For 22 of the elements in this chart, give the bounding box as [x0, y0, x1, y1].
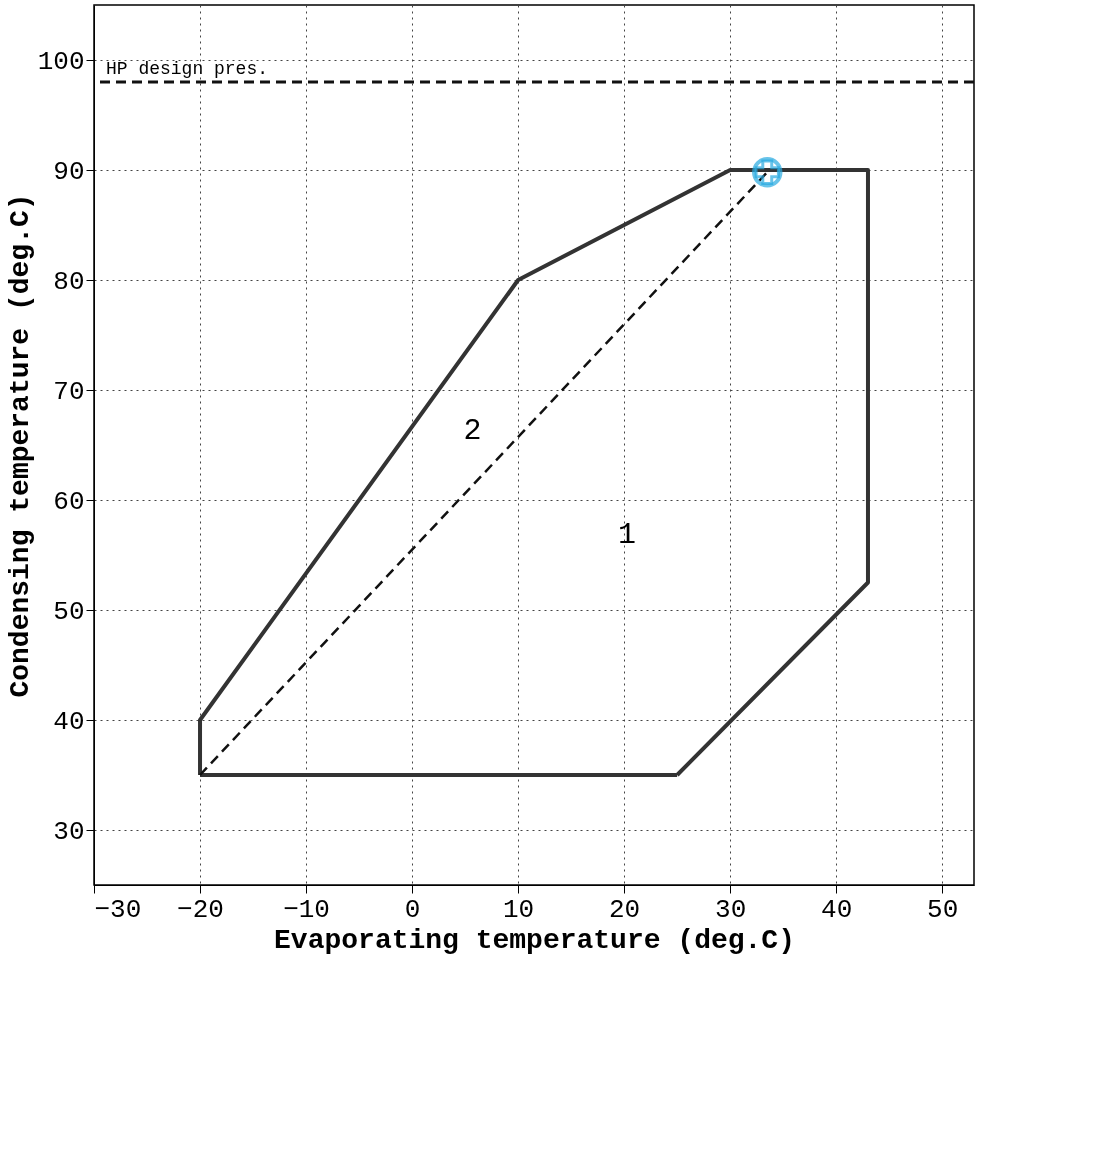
x-tick-label: 10 — [502, 894, 535, 925]
y-tick-label: 80 — [53, 266, 85, 297]
x-tick-label: −20 — [177, 894, 224, 925]
y-axis-title: Condensing temperature (deg.C) — [4, 193, 36, 698]
y-tick-label: 90 — [53, 156, 85, 187]
y-tick-label: 50 — [53, 596, 85, 627]
x-tick-label: 0 — [404, 894, 421, 925]
x-tick-label: 40 — [821, 894, 853, 925]
y-tick-label: 40 — [53, 706, 85, 737]
x-tick-label: 20 — [609, 894, 641, 925]
x-tick-label: −30 — [94, 894, 142, 925]
x-tick-label: −10 — [283, 894, 330, 925]
x-axis-title: Evaporating temperature (deg.C) — [274, 924, 795, 956]
y-tick-label: 100 — [37, 46, 85, 77]
annotation: 2 — [463, 413, 482, 448]
y-tick-label: 70 — [53, 376, 85, 407]
y-tick-label: 60 — [53, 486, 85, 517]
x-tick-label: 30 — [715, 894, 747, 925]
y-tick-label: 30 — [53, 816, 85, 847]
ref-line-label: HP design pres. — [106, 59, 269, 79]
x-tick-label: 50 — [927, 894, 959, 925]
annotation: 1 — [617, 517, 636, 552]
